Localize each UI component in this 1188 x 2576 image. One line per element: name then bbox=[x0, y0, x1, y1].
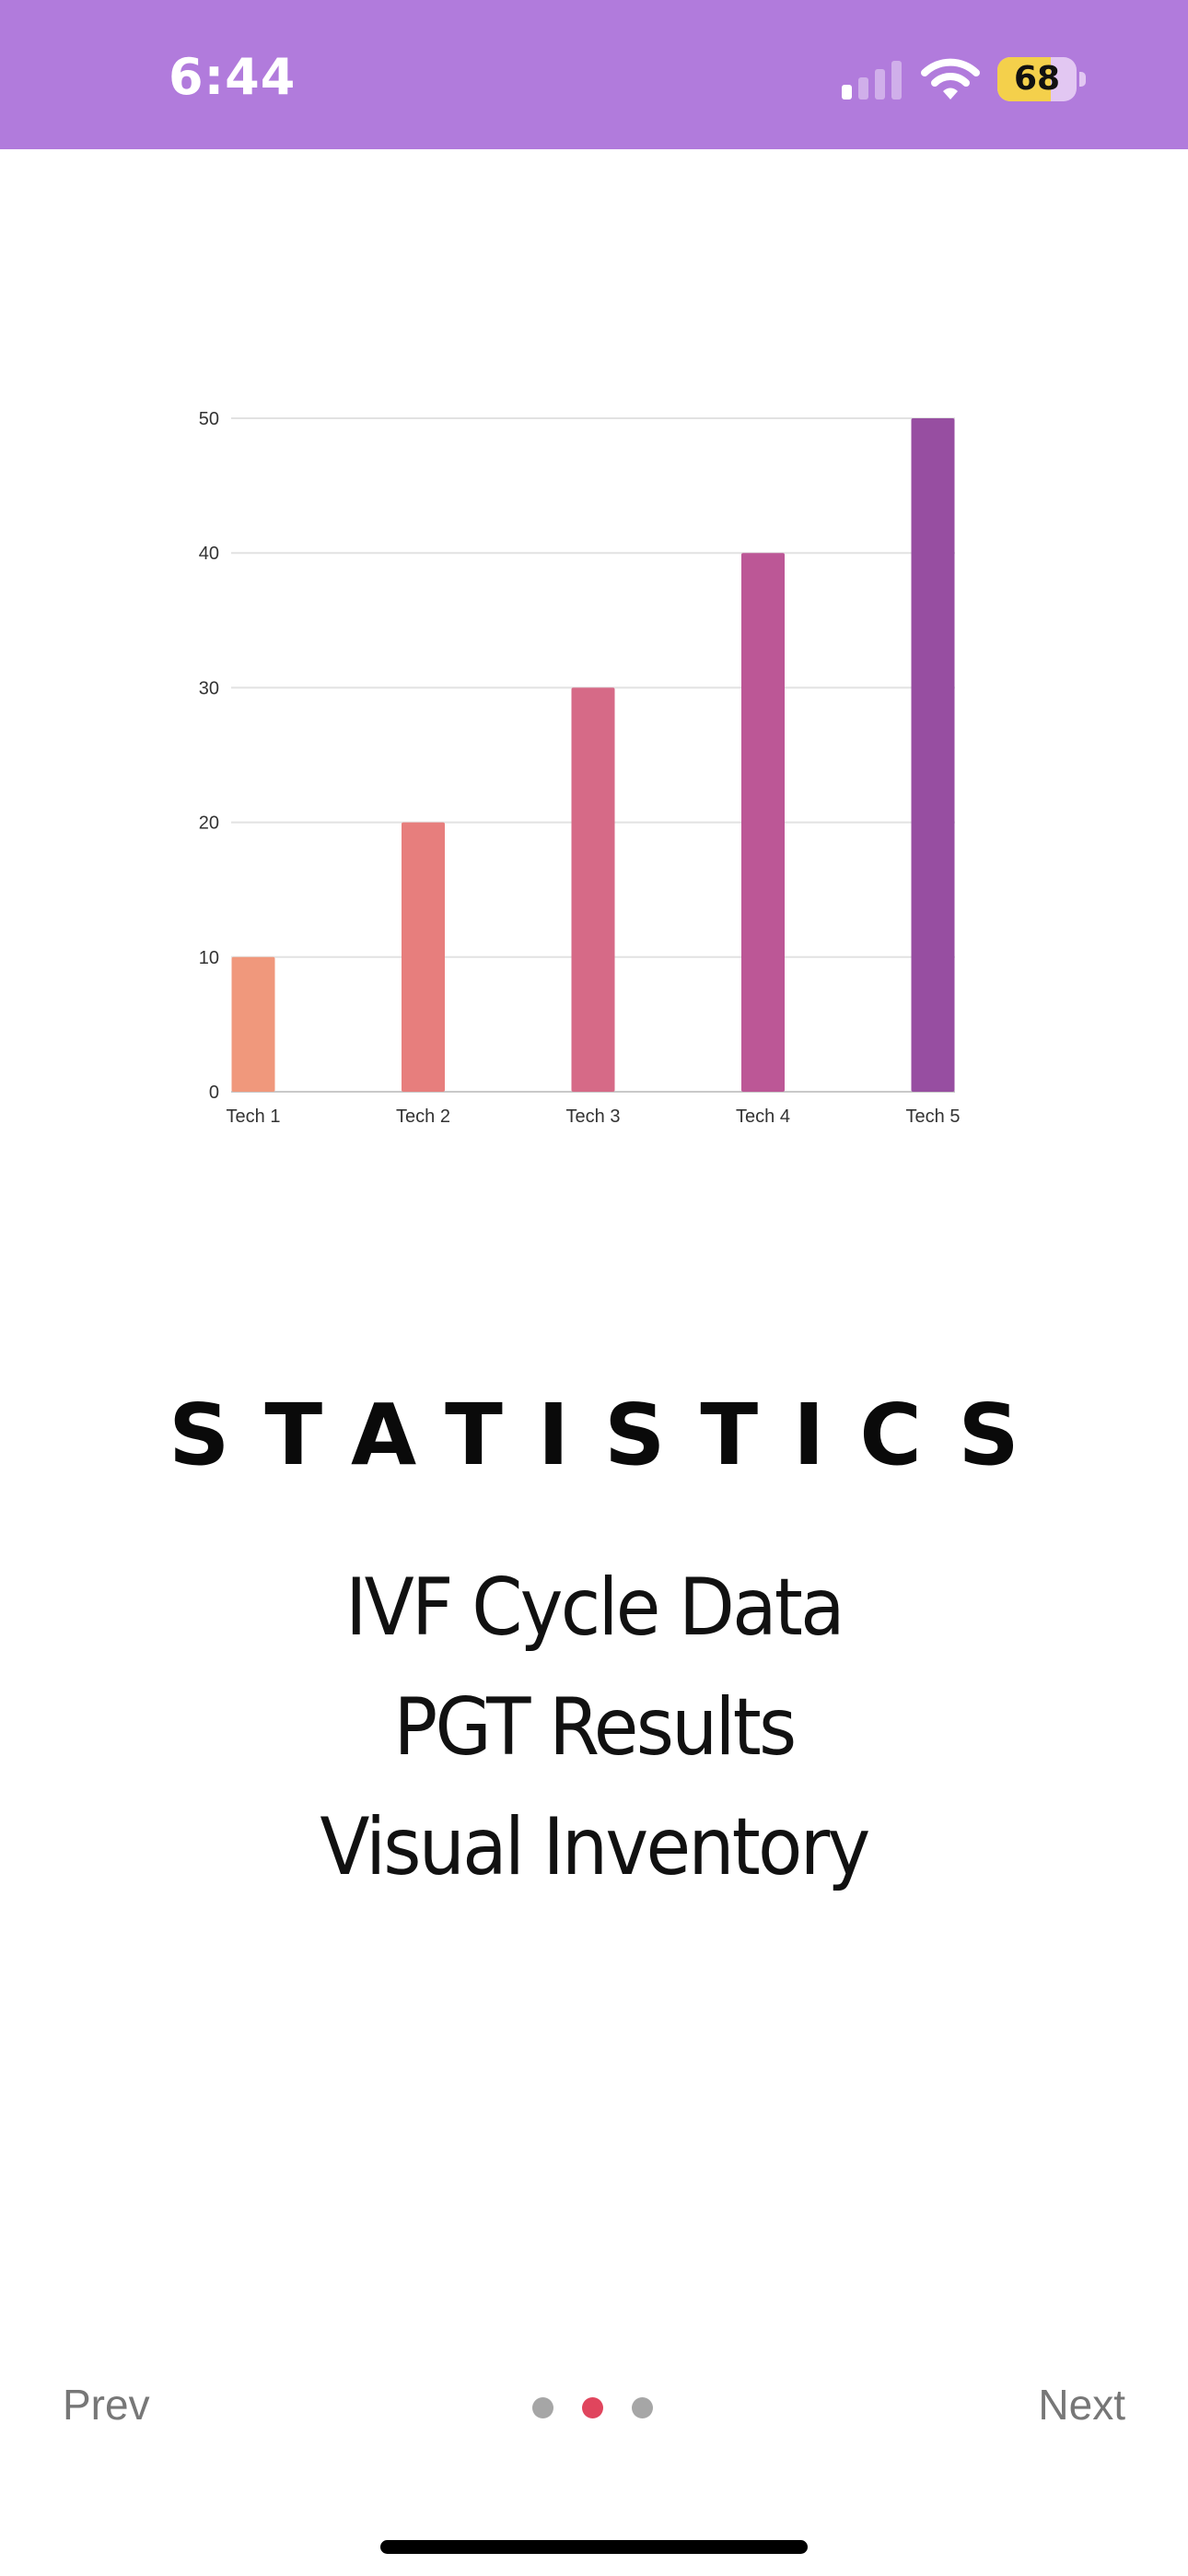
signal-bar-3 bbox=[875, 69, 885, 100]
y-tick-label: 50 bbox=[199, 409, 219, 429]
signal-bar-2 bbox=[858, 77, 868, 100]
battery-level: 68 bbox=[1013, 60, 1061, 98]
x-tick-label: Tech 3 bbox=[566, 1107, 621, 1127]
battery-fill bbox=[997, 57, 1052, 101]
y-tick-label: 40 bbox=[199, 544, 219, 564]
bar bbox=[741, 553, 785, 1092]
y-tick-label: 10 bbox=[199, 948, 219, 968]
signal-bar-4 bbox=[891, 61, 902, 100]
battery-icon: 68 bbox=[997, 57, 1086, 101]
feature-list: IVF Cycle Data PGT Results Visual Invent… bbox=[0, 1548, 1188, 1907]
x-tick-label: Tech 5 bbox=[906, 1107, 961, 1127]
bar-chart: 0 10 20 30 40 50 Tech 1 Tech 2 Tech 3 Tech 4 Tech … bbox=[199, 409, 961, 1127]
page-dot[interactable] bbox=[632, 2397, 653, 2418]
bar bbox=[402, 822, 445, 1092]
bar bbox=[911, 418, 955, 1092]
next-button[interactable]: Next bbox=[1038, 2381, 1125, 2429]
bar bbox=[231, 956, 275, 1092]
y-tick-label: 20 bbox=[199, 814, 219, 834]
x-tick-label: Tech 4 bbox=[736, 1107, 790, 1127]
y-tick-label: 30 bbox=[199, 678, 219, 698]
wifi-icon bbox=[921, 58, 980, 100]
status-time: 6:44 bbox=[169, 48, 297, 106]
signal-bar-1 bbox=[842, 85, 852, 100]
feature-item-visual-inventory: Visual Inventory bbox=[320, 1801, 870, 1893]
prev-button[interactable]: Prev bbox=[63, 2381, 150, 2429]
cellular-signal-icon bbox=[842, 61, 902, 100]
feature-item-ivf-cycle-data: IVF Cycle Data bbox=[345, 1562, 845, 1654]
page-indicator bbox=[532, 2397, 656, 2419]
feature-item-pgt-results: PGT Results bbox=[393, 1681, 797, 1774]
bar bbox=[571, 687, 615, 1092]
x-tick-label: Tech 2 bbox=[396, 1107, 450, 1127]
status-bar: 6:44 68 bbox=[0, 0, 1188, 149]
page-title: STATISTICS bbox=[169, 1386, 1054, 1484]
page-dot[interactable] bbox=[532, 2397, 553, 2418]
x-tick-label: Tech 1 bbox=[227, 1107, 281, 1127]
y-tick-label: 0 bbox=[209, 1083, 219, 1103]
page-dot[interactable] bbox=[582, 2397, 603, 2418]
home-indicator bbox=[380, 2540, 808, 2554]
